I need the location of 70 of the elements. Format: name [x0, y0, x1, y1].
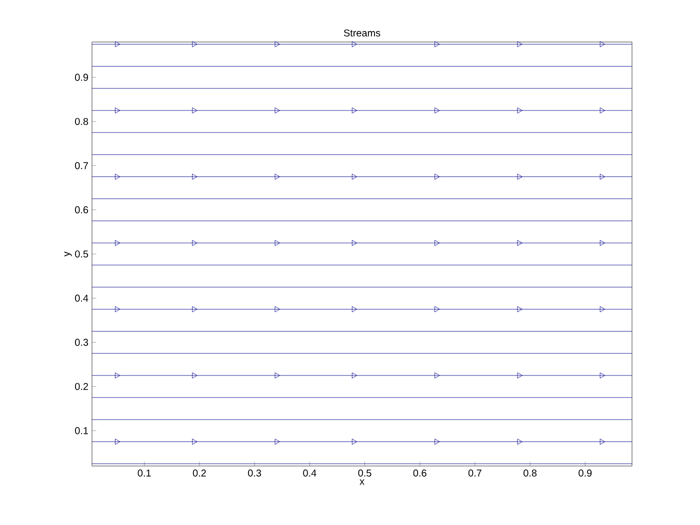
x-tick-label: 0.9	[578, 470, 592, 477]
point	[600, 41, 606, 48]
point	[600, 107, 606, 114]
point	[352, 107, 358, 114]
x-tick-label: 0.3	[248, 470, 262, 477]
point	[352, 306, 358, 312]
x-tick-label: 0.8	[524, 470, 537, 477]
point	[352, 41, 358, 48]
point	[600, 438, 606, 445]
point	[517, 240, 522, 246]
point	[352, 438, 358, 445]
point	[274, 372, 280, 378]
point	[352, 372, 358, 378]
y-tick-label: 0.4	[75, 294, 88, 302]
point	[434, 174, 440, 180]
y-tick-label: 0.3	[75, 338, 88, 346]
x-tick-label: 0.1	[138, 470, 151, 477]
y-tick-label: 0.2	[75, 382, 88, 390]
point	[192, 107, 198, 114]
point	[600, 240, 606, 246]
point	[517, 438, 522, 445]
point	[517, 41, 522, 48]
point	[192, 306, 198, 312]
point	[192, 372, 198, 378]
point	[352, 240, 358, 246]
chart-title: Streams	[344, 29, 380, 36]
point	[434, 306, 440, 312]
point	[434, 438, 440, 445]
point	[274, 240, 280, 246]
y-tick-label: 0.9	[75, 74, 88, 81]
point	[274, 306, 280, 312]
x-tick-label: 0.4	[303, 470, 316, 477]
point	[114, 306, 120, 312]
x-tick-label: 0.7	[468, 470, 482, 477]
point	[517, 174, 522, 180]
point	[114, 240, 120, 246]
point	[114, 107, 120, 114]
point	[114, 174, 120, 180]
point	[600, 174, 606, 180]
point	[434, 41, 440, 48]
y-axis-title: y	[64, 252, 72, 256]
point	[114, 372, 120, 378]
x-tick-label: 0.5	[358, 470, 372, 477]
x-tick-label: 0.6	[413, 470, 426, 477]
point	[274, 41, 280, 48]
point	[114, 41, 120, 48]
y-tick-label: 0.8	[75, 118, 88, 126]
point	[517, 107, 522, 114]
point	[114, 438, 120, 445]
point	[600, 306, 606, 312]
point	[352, 174, 358, 180]
point	[192, 240, 198, 246]
point	[274, 174, 280, 180]
y-tick-label: 0.7	[75, 162, 88, 170]
point	[192, 41, 198, 48]
point	[434, 240, 440, 246]
x-axis-title: x	[360, 479, 364, 485]
y-tick-label: 0.6	[75, 206, 88, 214]
point	[274, 438, 280, 445]
point	[192, 438, 198, 445]
point	[192, 174, 198, 180]
point	[274, 107, 280, 114]
point	[600, 372, 606, 378]
point	[434, 107, 440, 114]
y-tick-label: 0.5	[75, 250, 88, 258]
y-tick-label: 0.1	[75, 427, 88, 434]
x-tick-label: 0.2	[192, 470, 206, 477]
point	[517, 372, 522, 378]
point	[517, 306, 522, 312]
point	[434, 372, 440, 378]
